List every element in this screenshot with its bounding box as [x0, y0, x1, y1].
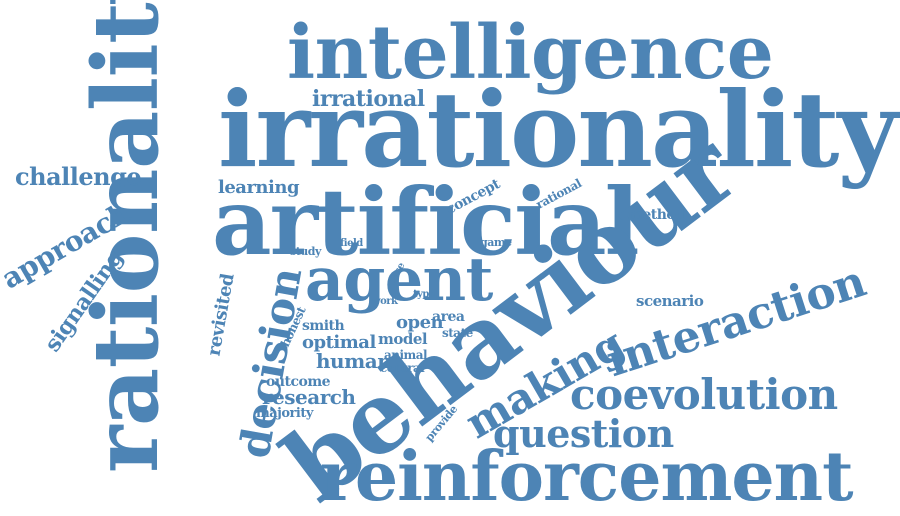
word-optimal: optimal	[302, 332, 376, 353]
word-irrational: irrational	[312, 86, 425, 112]
word-area: area	[432, 309, 465, 325]
word-study: study	[290, 245, 321, 258]
word-majority: majority	[256, 406, 313, 421]
word-smith: smith	[302, 318, 345, 334]
word-model: model	[378, 330, 428, 348]
word-outcome: outcome	[266, 374, 331, 390]
word-research: research	[262, 385, 356, 409]
word-work: work	[372, 296, 398, 307]
word-method: method	[628, 207, 685, 223]
word-human: human	[316, 349, 392, 373]
word-intelligence: intelligence	[287, 10, 774, 96]
word-learning: learning	[218, 177, 300, 198]
word-artificial: artificial	[212, 168, 640, 276]
word-coevolution: coevolution	[570, 370, 838, 419]
word-scenario: scenario	[636, 292, 704, 310]
word-state: state	[442, 326, 473, 340]
word-animal: animal	[384, 348, 428, 362]
word-game: game	[480, 236, 512, 249]
word-irrationality: irrationality	[218, 68, 898, 191]
word-open: open	[396, 312, 444, 333]
word-agent: agent	[305, 245, 493, 315]
word-central: central	[380, 361, 425, 375]
word-revisited: revisited	[203, 272, 239, 358]
word-field: field	[340, 238, 363, 249]
word-type: type	[413, 289, 435, 300]
word-reinforcement: reinforcement	[320, 437, 854, 516]
word-question: question	[493, 411, 674, 456]
word-challenge: challenge	[15, 162, 142, 191]
